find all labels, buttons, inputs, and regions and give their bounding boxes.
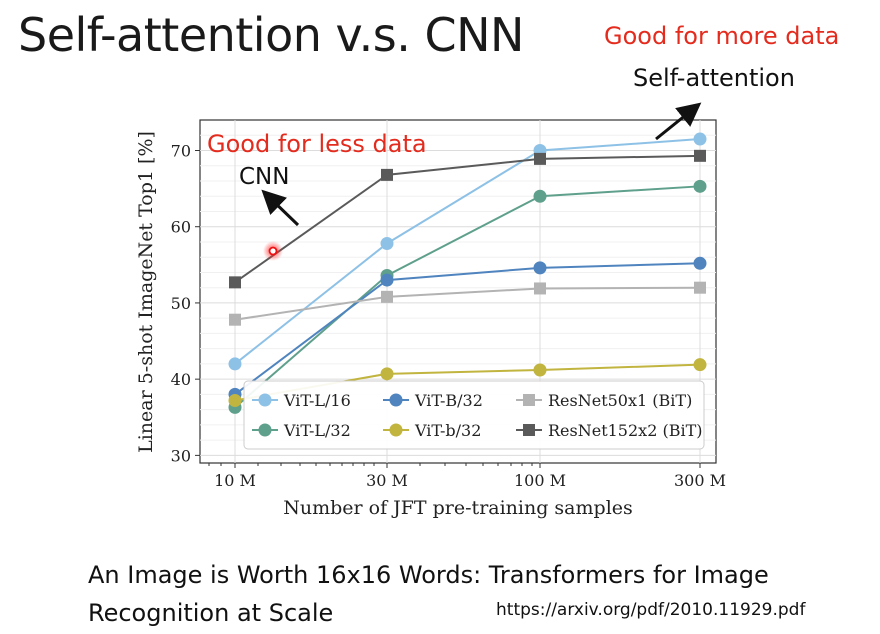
series-line-vit-l-32 [234,185,701,409]
y-tick-label: 40 [171,370,191,389]
y-tick-label: 70 [171,141,191,160]
data-point-resnet50x1-bit [694,281,706,294]
legend-label: ViT-B/32 [414,391,483,410]
data-point-resnet50x1-bit [381,290,393,303]
data-point-vit-b-32 [228,393,242,407]
paper-title-line-2: Recognition at Scale [88,599,334,627]
data-point-vit-l-16 [228,357,242,371]
legend: ViT-L/16 ViT-B/32 ResNet50x1 (BiT) ViT-L/32… [243,380,705,450]
legend-label: ResNet152x2 (BiT) [548,421,702,440]
cnn-annotation: CNN [239,164,289,190]
data-point-resnet50x1-bit [534,282,546,295]
paper-title: An Image is Worth 16x16 Words: Transform… [88,556,769,632]
series-lines [228,132,707,414]
data-point-vit-b-32 [380,273,394,287]
legend-entry-vit-b-32: ViT-B/32 [383,391,483,410]
data-point-resnet152x2-bit [381,168,393,181]
data-point-vit-b-32 [693,358,707,372]
legend-label: ResNet50x1 (BiT) [548,391,692,410]
legend-label: ViT-b/32 [414,421,481,440]
legend-box [243,380,705,450]
self-attention-label: Self-attention [633,64,795,92]
paper-title-line-1: An Image is Worth 16x16 Words: Transform… [88,561,769,589]
data-point-vit-b-32 [533,363,547,377]
data-point-vit-l-16 [693,132,707,146]
x-axis-label: Number of JFT pre-training samples [283,497,633,519]
x-tick-label: 300 M [674,471,726,490]
cnn-arrow [261,189,300,227]
laser-pointer-dot [268,246,278,256]
slide-title: Self-attention v.s. CNN [18,8,524,62]
series-resnet152x2-bit [229,149,706,289]
x-tick-label: 30 M [366,471,408,490]
legend-entry-resnet152x2-bit: ResNet152x2 (BiT) [516,421,702,440]
series-line-vit-l-16 [234,138,701,365]
data-point-resnet152x2-bit [694,149,706,162]
axis-ticks: 30 40 50 60 70 10 M 30 M 100 M 300 M [171,141,726,490]
legend-swatch-marker [389,393,403,407]
data-point-vit-b-32 [533,261,547,275]
paper-url[interactable]: https://arxiv.org/pdf/2010.11929.pdf [496,600,806,620]
series-line-vit-b-32 [234,262,701,396]
legend-swatch-marker [258,423,272,437]
y-tick-label: 50 [171,294,191,313]
good-for-more-data-note: Good for more data [604,22,840,50]
data-point-vit-l-32 [533,189,547,203]
series-line-resnet152x2-bit [234,154,701,284]
y-axis-label: Linear 5-shot ImageNet Top1 [%] [135,131,157,453]
series-line-resnet50x1-bit [234,286,701,321]
legend-swatch-marker [258,393,272,407]
legend-swatch-marker [523,424,535,436]
data-point-vit-l-16 [380,236,394,250]
x-tick-label: 100 M [514,471,566,490]
y-tick-label: 60 [171,218,191,237]
legend-entry-vit-l-16: ViT-L/16 [252,391,351,410]
data-point-vit-l-32 [693,179,707,193]
self-attention-arrow [655,102,702,141]
legend-swatch-marker [523,394,535,406]
legend-entry-vit-b-32: ViT-b/32 [383,421,481,440]
data-point-vit-b-32 [693,256,707,270]
legend-swatch-marker [389,423,403,437]
legend-label: ViT-L/32 [283,421,351,440]
series-vit-b-32 [228,256,707,401]
series-resnet50x1-bit [229,281,706,326]
legend-label: ViT-L/16 [283,391,351,410]
data-point-resnet50x1-bit [229,313,241,326]
good-for-less-data-annotation: Good for less data [207,130,427,158]
legend-entry-vit-l-32: ViT-L/32 [252,421,351,440]
legend-entry-resnet50x1-bit: ResNet50x1 (BiT) [516,391,692,410]
y-tick-label: 30 [171,446,191,465]
data-point-vit-b-32 [380,367,394,381]
data-point-resnet152x2-bit [534,152,546,165]
data-point-resnet152x2-bit [229,276,241,289]
x-tick-label: 10 M [214,471,256,490]
